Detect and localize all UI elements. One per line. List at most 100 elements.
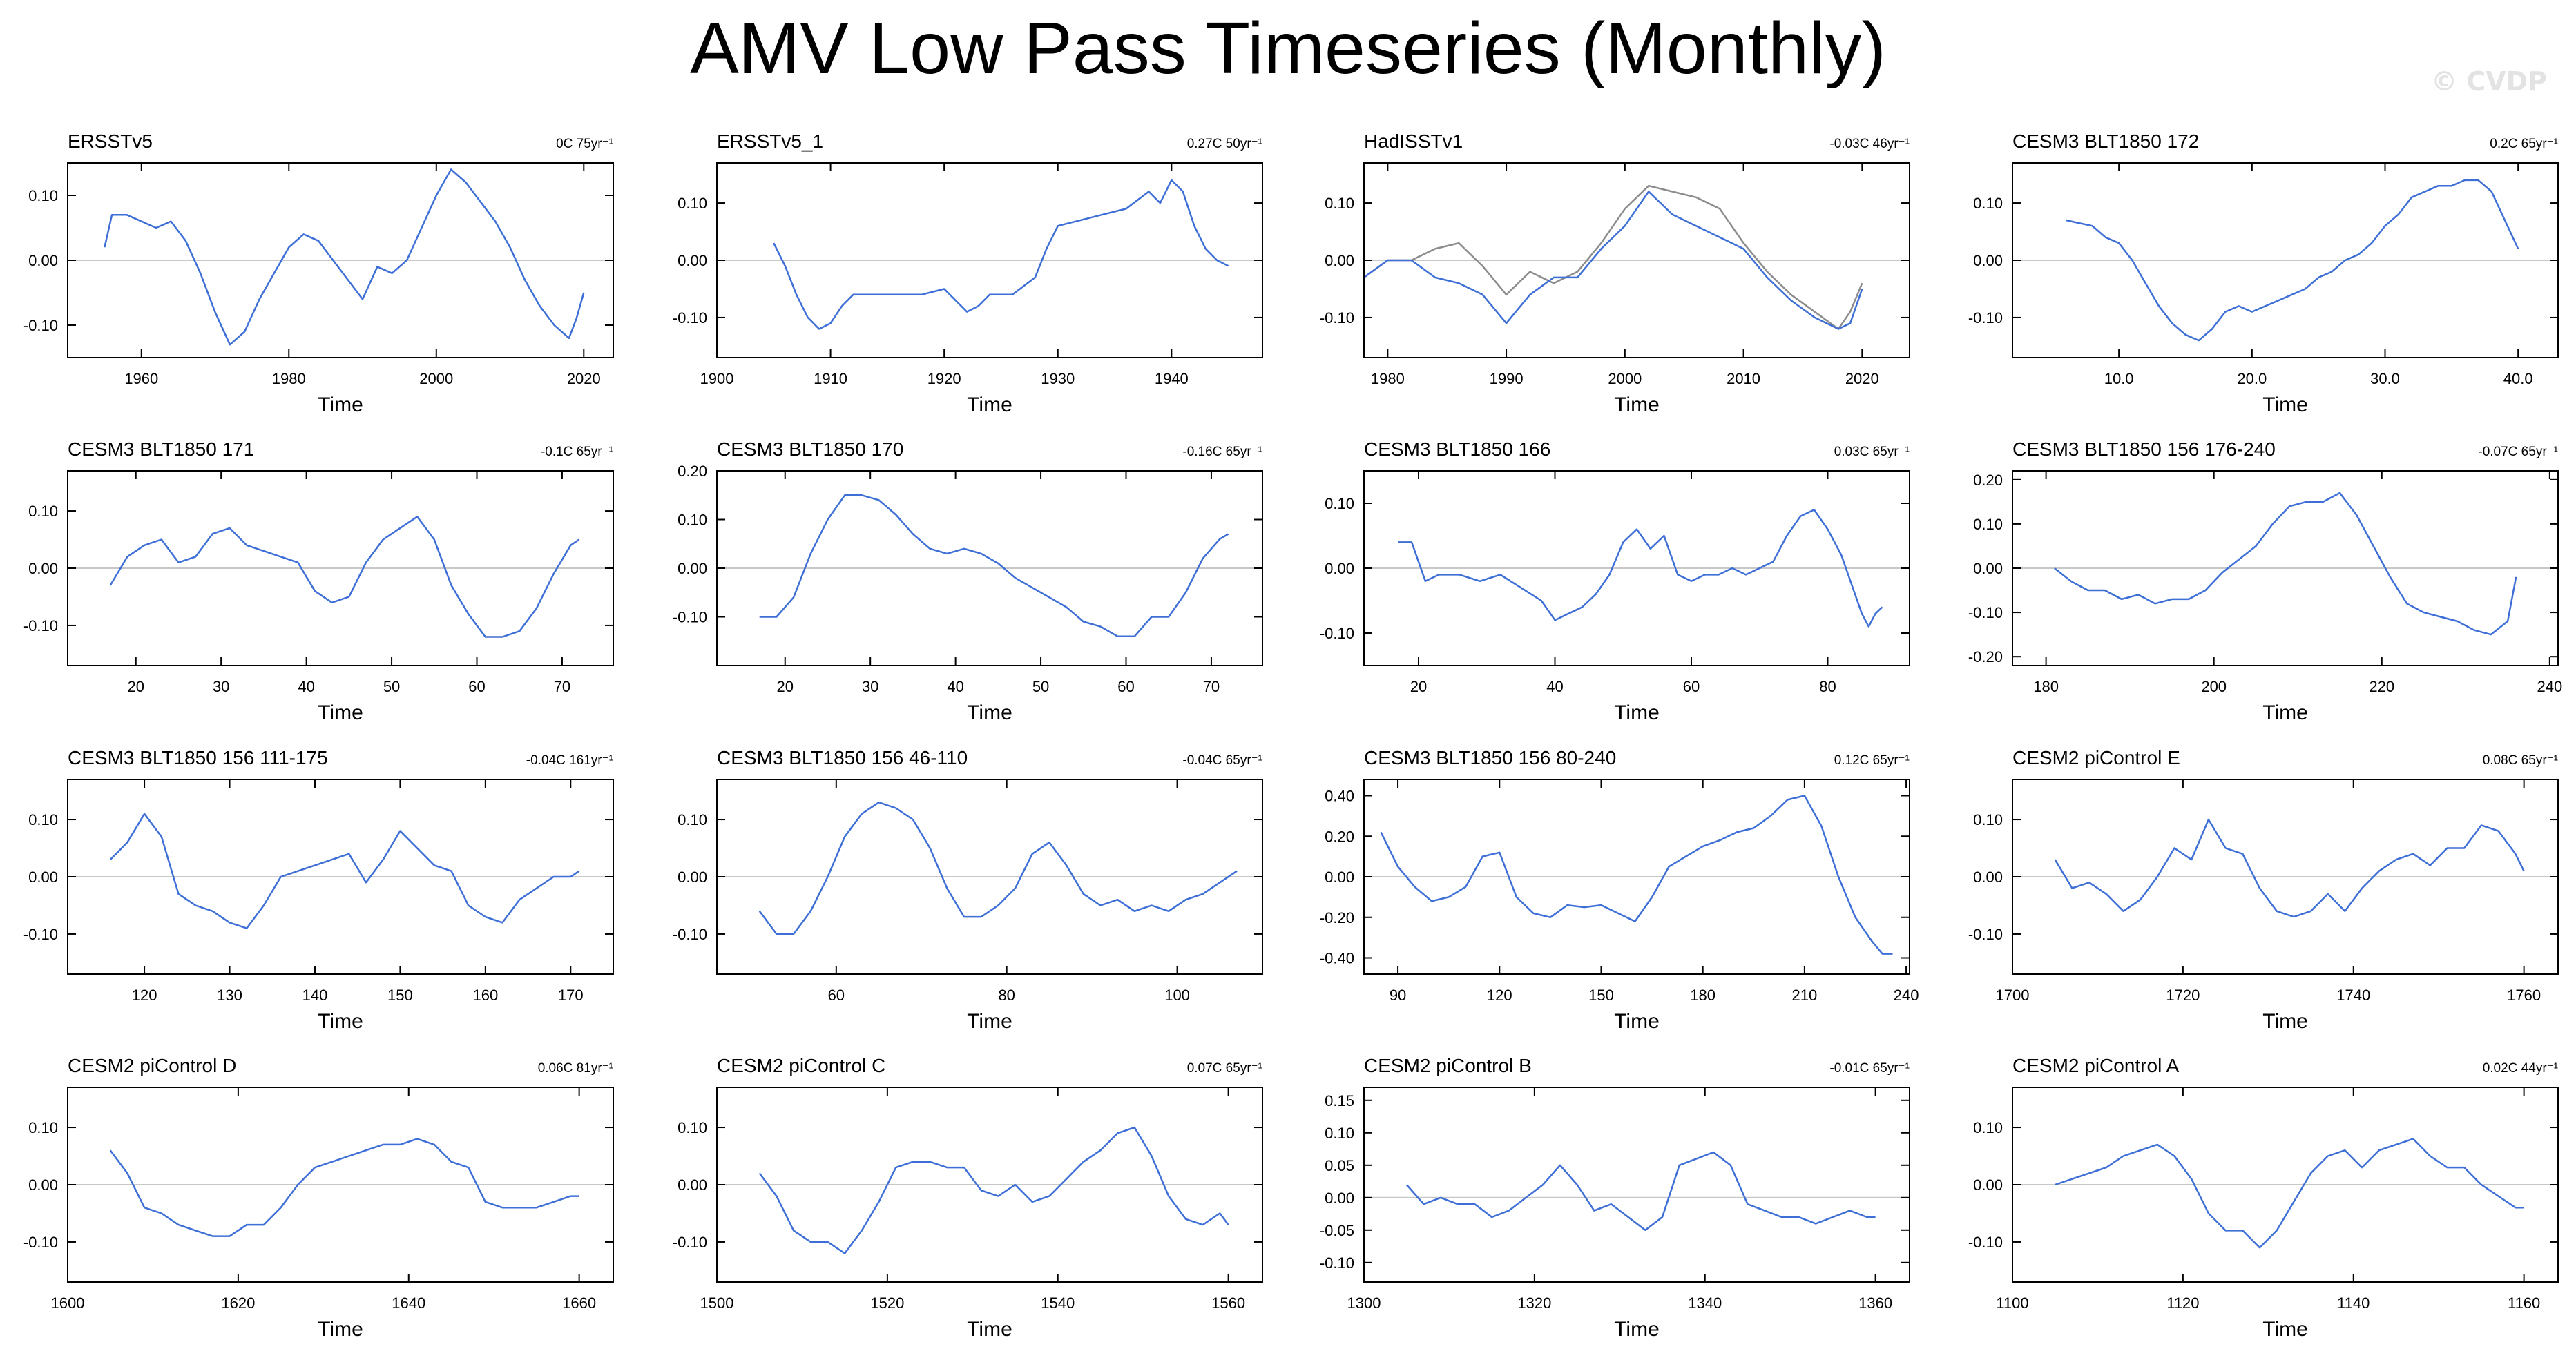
panel-title: CESM3 BLT1850 170: [717, 438, 903, 460]
x-tick-label: 2020: [1845, 370, 1879, 387]
x-axis-label: Time: [318, 701, 363, 724]
chart-panel: 90 120 150 180 210 240 0.40 0.20 0.00 -0.20 -0.40 C…: [1320, 747, 1919, 1033]
y-tick-label: 0.00: [1973, 252, 2003, 269]
panel-note: -0.04C 161yr⁻¹: [526, 753, 613, 768]
y-tick-label: 0.00: [677, 560, 707, 577]
y-tick-label: 0.20: [1973, 472, 2003, 489]
y-tick-label: -0.05: [1320, 1222, 1354, 1239]
panel-note: -0.16C 65yr⁻¹: [1182, 445, 1262, 459]
panel-title: CESM3 BLT1850 172: [2012, 130, 2199, 152]
x-tick-label: 150: [1588, 987, 1614, 1004]
x-tick-label: 40: [947, 678, 963, 695]
series-line: [2065, 179, 2519, 342]
x-tick-label: 160: [472, 987, 498, 1004]
series-line: [1380, 795, 1893, 955]
x-tick-label: 1700: [1996, 987, 2030, 1004]
panel-title: CESM3 BLT1850 156 176-240: [2012, 438, 2276, 460]
chart-panel: 1300 1320 1340 1360 0.15 0.10 0.05 0.00 -0.05 -0.…: [1320, 1055, 1910, 1341]
x-tick-label: 1160: [2508, 1294, 2540, 1312]
y-tick-label: 0.00: [1325, 560, 1354, 577]
plot-frame: [1363, 1087, 1910, 1283]
panel-title: CESM2 piControl D: [68, 1055, 236, 1076]
y-tick-label: -0.20: [1968, 648, 2003, 666]
panel-note: -0.04C 65yr⁻¹: [1182, 753, 1262, 768]
panel-note: -0.07C 65yr⁻¹: [2478, 445, 2558, 459]
x-tick-label: 40: [298, 678, 314, 695]
x-axis-label: Time: [2262, 1010, 2308, 1033]
x-tick-label: 140: [302, 987, 328, 1004]
x-tick-label: 40: [1546, 678, 1563, 695]
chart-panel: 20 40 60 80 0.10 0.00 -0.10 CESM3 BLT1850 166 0.…: [1320, 438, 1910, 724]
y-tick-label: 0.15: [1325, 1092, 1354, 1109]
x-axis-label: Time: [967, 701, 1012, 724]
y-tick-label: 0.10: [1973, 1119, 2003, 1136]
panel-note: 0C 75yr⁻¹: [556, 137, 613, 151]
y-tick-label: 0.10: [28, 503, 58, 520]
x-tick-label: 200: [2201, 678, 2227, 695]
x-tick-label: 1120: [2166, 1294, 2199, 1312]
x-tick-label: 10.0: [2104, 370, 2134, 387]
y-tick-label: 0.00: [1973, 1176, 2003, 1194]
panel-title: CESM3 BLT1850 156 46-110: [717, 747, 968, 768]
chart-panel: 1600 1620 1640 1660 0.10 0.00 -0.10 CESM2 piCon…: [23, 1055, 614, 1341]
y-tick-label: 0.10: [677, 512, 707, 529]
x-tick-label: 100: [1164, 987, 1190, 1004]
x-tick-label: 1300: [1347, 1294, 1381, 1312]
y-tick-label: -0.10: [1320, 309, 1354, 327]
y-tick-label: 0.00: [1325, 1190, 1354, 1207]
panel-title: CESM2 piControl C: [717, 1055, 885, 1076]
y-tick-label: 0.00: [1325, 868, 1354, 886]
y-tick-label: -0.10: [673, 926, 707, 943]
x-tick-label: 90: [1390, 987, 1406, 1004]
y-tick-label: -0.10: [673, 609, 707, 626]
y-tick-label: 0.00: [28, 868, 58, 886]
x-tick-label: 30: [213, 678, 229, 695]
series-line: [773, 179, 1229, 330]
x-tick-label: 1760: [2507, 987, 2541, 1004]
x-tick-label: 1340: [1688, 1294, 1722, 1312]
y-tick-label: 0.05: [1325, 1157, 1354, 1174]
y-tick-label: -0.10: [1968, 1234, 2003, 1251]
x-tick-label: 30: [862, 678, 878, 695]
y-tick-label: 0.00: [28, 1176, 58, 1194]
x-tick-label: 40.0: [2503, 370, 2533, 387]
x-tick-label: 1520: [870, 1294, 904, 1312]
panel-note: 0.2C 65yr⁻¹: [2490, 137, 2558, 151]
y-tick-label: 0.00: [28, 252, 58, 269]
y-tick-label: 0.00: [677, 252, 707, 269]
panel-title: HadISSTv1: [1364, 130, 1463, 152]
x-tick-label: 20: [777, 678, 794, 695]
x-tick-label: 1980: [272, 370, 306, 387]
panel-title: CESM3 BLT1850 171: [68, 438, 254, 460]
x-tick-label: 1100: [1996, 1294, 2028, 1312]
x-tick-label: 1500: [700, 1294, 734, 1312]
x-tick-label: 2000: [1608, 370, 1642, 387]
y-tick-label: -0.10: [1968, 309, 2003, 327]
x-tick-label: 2010: [1727, 370, 1760, 387]
panel-title: CESM3 BLT1850 156 80-240: [1364, 747, 1616, 768]
x-tick-label: 1720: [2166, 987, 2200, 1004]
x-tick-label: 1620: [221, 1294, 255, 1312]
x-tick-label: 210: [1792, 987, 1818, 1004]
x-tick-label: 60: [828, 987, 845, 1004]
x-tick-label: 1320: [1517, 1294, 1551, 1312]
x-tick-label: 1930: [1041, 370, 1075, 387]
x-axis-label: Time: [1614, 1010, 1660, 1033]
panel-note: -0.03C 46yr⁻¹: [1829, 137, 1910, 151]
chart-panel: 20 30 40 50 60 70 0.20 0.10 0.00 -0.10 CESM3 BLT18…: [673, 438, 1263, 724]
x-tick-label: 1980: [1371, 370, 1405, 387]
x-axis-label: Time: [318, 1318, 363, 1341]
y-tick-label: -0.10: [23, 617, 58, 634]
y-tick-label: 0.40: [1325, 788, 1354, 805]
x-tick-label: 70: [1203, 678, 1220, 695]
x-tick-label: 170: [558, 987, 584, 1004]
x-tick-label: 80: [1819, 678, 1836, 695]
y-tick-label: 0.00: [677, 1176, 707, 1194]
y-tick-label: 0.10: [1973, 195, 2003, 212]
x-tick-label: 180: [2033, 678, 2059, 695]
x-tick-label: 180: [1690, 987, 1715, 1004]
x-tick-label: 50: [1032, 678, 1049, 695]
y-tick-label: 0.00: [1325, 252, 1354, 269]
panel-title: CESM2 piControl A: [2012, 1055, 2180, 1076]
